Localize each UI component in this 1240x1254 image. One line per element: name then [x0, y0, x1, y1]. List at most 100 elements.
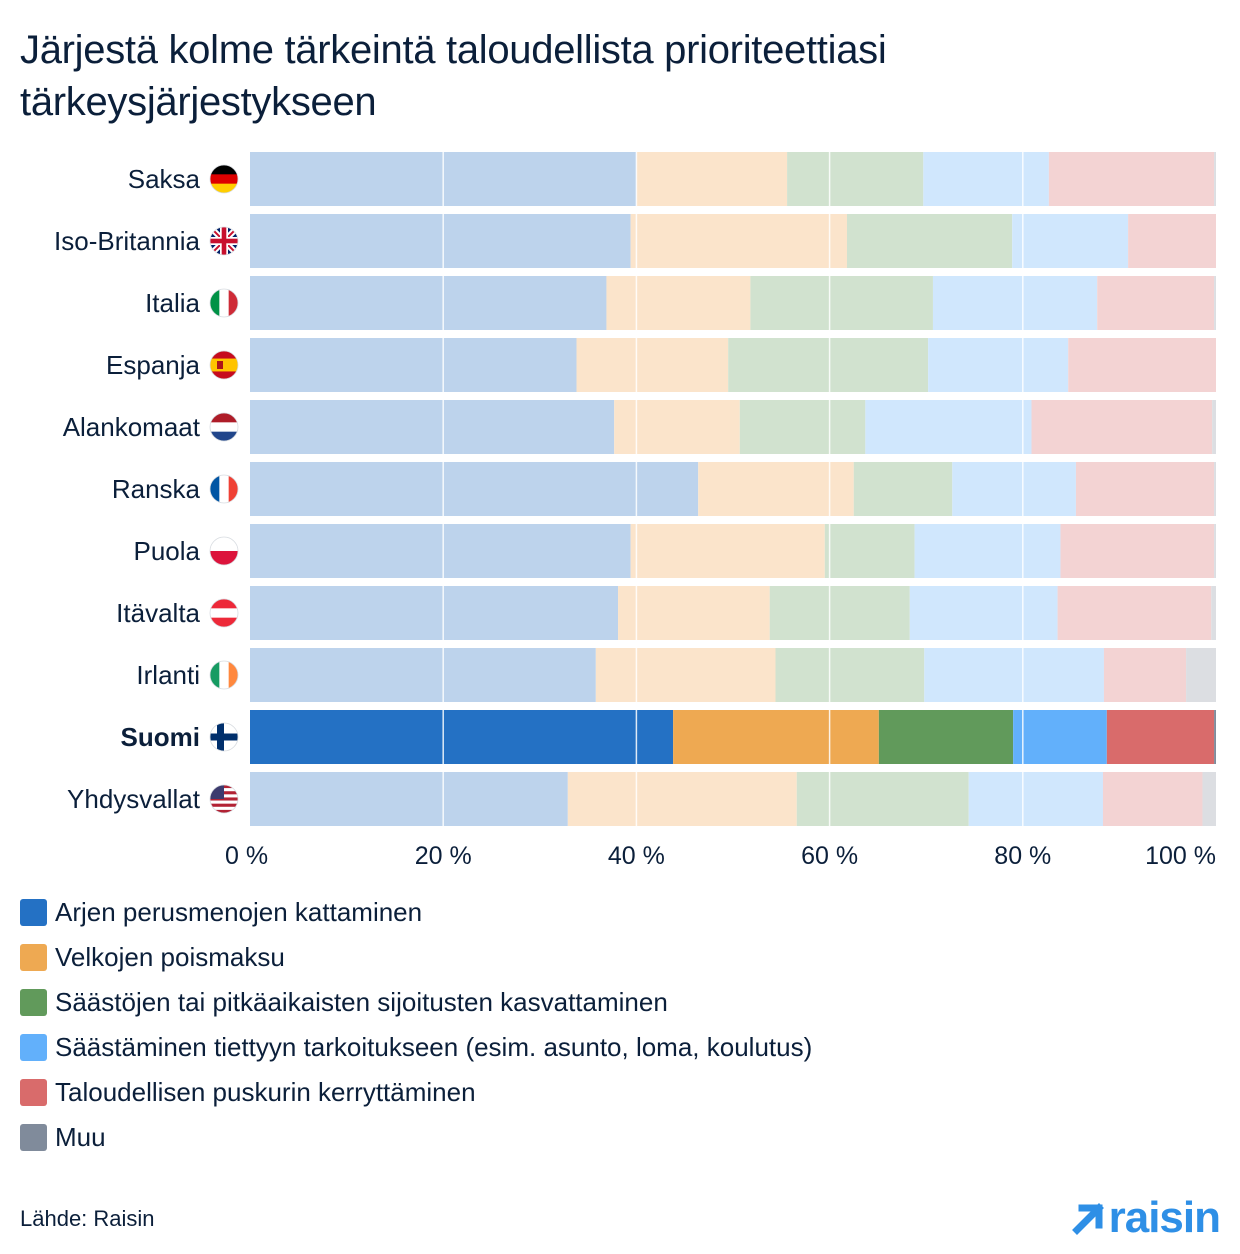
bar-segment-alankomaat-3: [739, 400, 866, 454]
bar-segment-italia-6: [1214, 276, 1216, 330]
category-label-suomi: Suomi: [121, 722, 200, 752]
bars-layer: [250, 152, 1216, 826]
arrow-up-right-icon: [1071, 1203, 1104, 1235]
flag-poland-icon: [209, 536, 239, 566]
category-label-ranska: Ranska: [112, 474, 201, 504]
legend-swatch: [20, 944, 47, 971]
flag-uk-icon: [209, 226, 239, 256]
flag-germany-icon: [209, 164, 239, 194]
bar-segment-ranska-4: [952, 462, 1076, 516]
bar-segment-ranska-6: [1214, 462, 1216, 516]
bar-segment-irlanti-2: [595, 648, 776, 702]
bar-segment-itävalta-2: [618, 586, 770, 640]
bar-segment-suomi-2: [673, 710, 879, 764]
flag-usa-icon: [209, 784, 239, 814]
x-tick-label: 40 %: [608, 842, 665, 870]
bar-segment-yhdysvallat-2: [567, 772, 797, 826]
bar-segment-espanja-3: [728, 338, 929, 392]
legend-item: Arjen perusmenojen kattaminen: [20, 890, 812, 935]
legend-label: Velkojen poismaksu: [55, 942, 285, 972]
legend-label: Säästäminen tiettyyn tarkoitukseen (esim…: [55, 1032, 813, 1062]
bar-segment-irlanti-6: [1186, 648, 1216, 702]
category-label-saksa: Saksa: [128, 164, 201, 194]
legend-label: Arjen perusmenojen kattaminen: [55, 897, 423, 927]
category-label-yhdysvallat: Yhdysvallat: [67, 784, 201, 814]
flag-finland-icon: [209, 722, 239, 752]
bar-segment-iso-britannia-5: [1128, 214, 1216, 268]
bar-segment-irlanti-3: [775, 648, 925, 702]
flag-france-icon: [209, 474, 239, 504]
legend-label: Muu: [55, 1122, 106, 1152]
bar-segment-saksa-5: [1048, 152, 1215, 206]
flag-italy-icon: [209, 288, 239, 318]
bar-segment-puola-6: [1214, 524, 1216, 578]
bar-segment-puola-5: [1060, 524, 1215, 578]
flags-layer: [209, 164, 239, 814]
grid-layer: [442, 150, 1024, 826]
legend-swatch: [20, 1034, 47, 1061]
chart-title: Järjestä kolme tärkeintä taloudellista p…: [20, 28, 887, 124]
bar-segment-iso-britannia-2: [630, 214, 847, 268]
flag-austria-icon: [209, 598, 239, 628]
legend-label: Säästöjen tai pitkäaikaisten sijoitusten…: [55, 987, 668, 1017]
bar-segment-ranska-3: [853, 462, 953, 516]
bar-segment-itävalta-3: [769, 586, 910, 640]
bar-segment-italia-4: [932, 276, 1098, 330]
bar-segment-yhdysvallat-6: [1202, 772, 1216, 826]
bar-segment-espanja-5: [1068, 338, 1216, 392]
bar-segment-puola-3: [824, 524, 915, 578]
bar-segment-iso-britannia-4: [1012, 214, 1129, 268]
legend: Arjen perusmenojen kattaminen Velkojen po…: [20, 890, 812, 1160]
category-label-iso-britannia: Iso-Britannia: [54, 226, 200, 256]
stacked-bar-chart: Saksa Iso-Britannia Italia Espanja Alankomaa…: [54, 150, 1216, 870]
bar-segment-yhdysvallat-3: [796, 772, 969, 826]
legend-item: Säästäminen tiettyyn tarkoitukseen (esim…: [20, 1025, 812, 1070]
x-tick-labels-layer: 0 % 20 % 40 % 60 % 80 % 100 %: [225, 842, 1216, 870]
bar-segment-irlanti-4: [924, 648, 1104, 702]
bar-segment-saksa-4: [923, 152, 1049, 206]
bar-segment-ranska-2: [698, 462, 854, 516]
flag-ireland-icon: [209, 660, 239, 690]
bar-segment-saksa-2: [636, 152, 788, 206]
bar-segment-puola-2: [630, 524, 825, 578]
legend-swatch: [20, 899, 47, 926]
raisin-logo: raisin: [1069, 1192, 1221, 1244]
x-tick-label: 20 %: [415, 842, 472, 870]
x-tick-label: 60 %: [801, 842, 858, 870]
legend-item: Muu: [20, 1115, 812, 1160]
bar-segment-italia-3: [750, 276, 933, 330]
bar-segment-italia-2: [606, 276, 751, 330]
x-tick-label: 100 %: [1145, 842, 1216, 870]
bar-segment-suomi-5: [1106, 710, 1215, 764]
bar-segment-yhdysvallat-4: [968, 772, 1103, 826]
category-label-irlanti: Irlanti: [136, 660, 200, 690]
bar-segment-ranska-5: [1075, 462, 1215, 516]
bar-segment-alankomaat-5: [1031, 400, 1213, 454]
bar-segment-suomi-3: [878, 710, 1014, 764]
bar-segment-itävalta-5: [1057, 586, 1212, 640]
bar-segment-yhdysvallat-1: [250, 772, 568, 826]
x-tick-label: 80 %: [994, 842, 1051, 870]
bar-segment-itävalta-4: [909, 586, 1058, 640]
category-labels-layer: Saksa Iso-Britannia Italia Espanja Alankomaa…: [54, 164, 201, 814]
source-note: Lähde: Raisin: [20, 1206, 155, 1231]
bar-segment-yhdysvallat-5: [1102, 772, 1203, 826]
legend-label: Taloudellisen puskurin kerryttäminen: [55, 1077, 476, 1107]
category-label-itävalta: Itävalta: [116, 598, 200, 628]
bar-segment-italia-5: [1097, 276, 1215, 330]
bar-segment-irlanti-1: [250, 648, 596, 702]
bar-segment-alankomaat-6: [1212, 400, 1216, 454]
bar-segment-alankomaat-4: [865, 400, 1032, 454]
flag-netherlands-icon: [209, 412, 239, 442]
bar-segment-espanja-1: [250, 338, 577, 392]
bar-segment-espanja-4: [928, 338, 1069, 392]
category-label-alankomaat: Alankomaat: [63, 412, 201, 442]
logo-text: raisin: [1108, 1193, 1221, 1242]
bar-segment-puola-4: [914, 524, 1061, 578]
bar-segment-ranska-1: [250, 462, 699, 516]
bar-segment-suomi-4: [1013, 710, 1107, 764]
legend-item: Velkojen poismaksu: [20, 935, 812, 980]
bar-segment-itävalta-6: [1211, 586, 1216, 640]
bar-segment-saksa-6: [1214, 152, 1216, 206]
category-label-italia: Italia: [145, 288, 200, 318]
